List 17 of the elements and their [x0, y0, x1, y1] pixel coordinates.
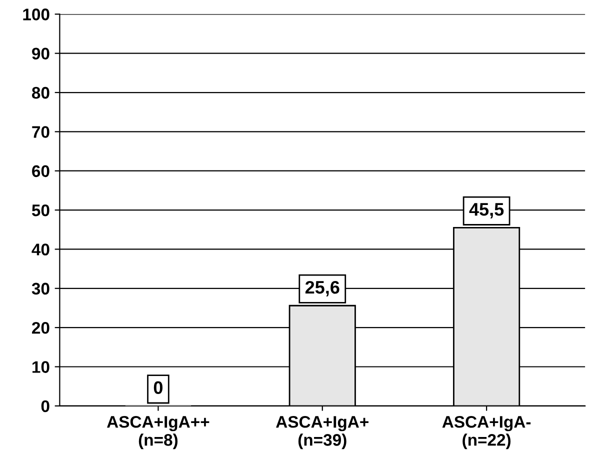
y-tick-label: 60: [32, 165, 50, 178]
y-tick-label: 50: [32, 204, 50, 216]
x-tick-label: ASCA+IgA++ (n=8): [106, 416, 210, 450]
data-label: 45,5: [469, 203, 504, 218]
x-tick-label: ASCA+IgA- (n=22): [442, 416, 531, 450]
y-tick-label: 80: [32, 86, 50, 99]
data-label: 25,6: [305, 280, 340, 296]
y-tick-label: 70: [32, 126, 50, 138]
y-tick-label: 20: [32, 322, 50, 334]
y-tick-label: 100: [23, 8, 50, 20]
x-tick-label: ASCA+IgA+ (n=39): [276, 416, 368, 450]
y-tick-label: 90: [32, 48, 50, 60]
y-tick-label: 0: [41, 400, 50, 412]
y-tick-label: 30: [32, 282, 50, 295]
data-label: 0: [154, 381, 162, 394]
y-tick-label: 40: [32, 244, 50, 256]
y-tick-label: 10: [32, 361, 50, 373]
